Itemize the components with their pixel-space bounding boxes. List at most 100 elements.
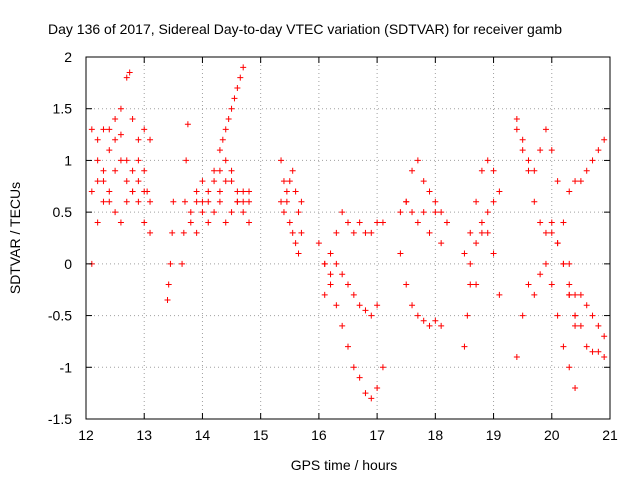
data-point-h6-2	[560, 260, 567, 267]
data-point-g3-0	[467, 260, 474, 267]
data-point-h1-7	[554, 178, 561, 185]
data-point-d1-6	[295, 250, 302, 257]
data-point-h1-9	[566, 260, 573, 267]
data-point-e1-4	[339, 209, 346, 216]
x-tick-labels: 12 13 14 15 16 17 18 19 20 21	[78, 427, 618, 443]
data-point-a2-11	[144, 188, 151, 195]
data-point-g1-3	[473, 240, 480, 247]
data-point-h6-3	[566, 281, 573, 288]
data-point-a2-4	[112, 116, 119, 123]
data-point-d1-3	[286, 219, 293, 226]
data-point-a2-0	[88, 126, 95, 133]
data-point-h3-0	[513, 353, 520, 360]
data-point-c2-6	[222, 219, 229, 226]
data-point-c4-8	[240, 198, 247, 205]
data-point-b2-4	[184, 121, 191, 128]
data-point-e3-6	[356, 302, 363, 309]
data-point-h3-3	[531, 291, 538, 298]
data-point-a4-3	[112, 136, 119, 143]
data-point-c3-3	[225, 116, 232, 123]
data-point-e1-2	[327, 250, 334, 257]
data-point-c4-6	[228, 167, 235, 174]
data-point-c1-0	[187, 219, 194, 226]
data-point-h2-2	[525, 167, 532, 174]
x-tick-label: 18	[428, 427, 444, 443]
data-point-e2-3	[339, 322, 346, 329]
data-point-a3-4	[112, 209, 119, 216]
data-point-h5-0	[566, 291, 573, 298]
data-point-h6-6	[583, 302, 590, 309]
data-point-c4-4	[216, 188, 223, 195]
data-point-c3-7	[237, 74, 244, 81]
data-point-b2-3	[183, 157, 190, 164]
y-tick-label: 2	[64, 49, 72, 65]
data-point-h5-1	[572, 312, 579, 319]
data-point-h6-8	[595, 322, 602, 329]
data-point-h4-4	[589, 157, 596, 164]
data-point-c3-1	[219, 136, 226, 143]
data-point-d2-2	[283, 188, 290, 195]
plot-frame	[85, 56, 611, 420]
data-point-f3-7	[443, 219, 450, 226]
data-point-h6-4	[572, 291, 579, 298]
data-point-g1-2	[467, 281, 474, 288]
data-point-e3-8	[368, 312, 375, 319]
data-point-a4-2	[106, 126, 113, 133]
data-point-c2-4	[211, 209, 218, 216]
y-tick-label: 1.5	[53, 101, 73, 117]
data-point-e3-3	[339, 271, 346, 278]
data-point-e2-7	[362, 390, 369, 397]
data-point-a4-6	[129, 167, 136, 174]
data-point-h2-4	[537, 219, 544, 226]
data-point-d1-7	[298, 229, 305, 236]
data-point-e1-9	[368, 229, 375, 236]
data-point-f1-7	[438, 209, 445, 216]
data-point-d1-1	[280, 178, 287, 185]
data-point-g2-0	[461, 250, 468, 257]
data-point-e1-7	[356, 219, 363, 226]
data-point-e2-8	[368, 395, 375, 402]
data-point-a4-4	[117, 131, 124, 138]
data-point-a3-1	[94, 219, 101, 226]
data-point-g1-0	[461, 343, 468, 350]
data-point-a1-3	[106, 198, 113, 205]
data-point-e1-0	[315, 240, 322, 247]
data-point-a3-10	[147, 229, 154, 236]
data-point-a1-1	[94, 157, 101, 164]
data-point-e2-4	[345, 343, 351, 350]
data-point-e2-2	[333, 302, 340, 309]
data-point-e3-4	[345, 281, 351, 288]
data-point-h1-1	[519, 136, 526, 143]
y-tick-label: -1	[60, 359, 73, 375]
data-point-c3-2	[222, 126, 229, 133]
data-point-f1-4	[420, 178, 427, 185]
data-point-e2-0	[321, 291, 328, 298]
data-point-d2-7	[298, 198, 305, 205]
data-point-a1-10	[147, 198, 154, 205]
data-point-a4-1	[100, 167, 107, 174]
data-point-f2-0	[397, 250, 404, 257]
data-point-c2-9	[240, 188, 247, 195]
data-point-f1-2	[409, 167, 416, 174]
data-point-h2-1	[519, 147, 526, 154]
data-point-c1-1	[193, 198, 200, 205]
x-tick-label: 14	[195, 427, 211, 443]
data-point-g2-4	[484, 157, 491, 164]
data-point-e3-1	[327, 271, 334, 278]
data-point-a3-2	[100, 198, 107, 205]
data-point-e1-3	[333, 229, 340, 236]
data-point-h1-6	[548, 147, 555, 154]
data-point-f1-5	[426, 188, 433, 195]
data-point-h6-7	[589, 312, 596, 319]
data-point-c3-0	[216, 147, 223, 154]
data-point-a3-6	[123, 198, 130, 205]
data-point-e1-8	[362, 229, 369, 236]
data-point-a3-8	[135, 178, 142, 185]
data-point-d1-2	[283, 198, 290, 205]
data-point-e2-6	[356, 374, 363, 381]
data-point-a1-6	[123, 178, 130, 185]
data-point-c2-10	[246, 198, 253, 205]
data-point-b1-1	[165, 281, 172, 288]
data-point-a3-5	[117, 219, 124, 226]
x-axis-label: GPS time / hours	[291, 457, 398, 473]
